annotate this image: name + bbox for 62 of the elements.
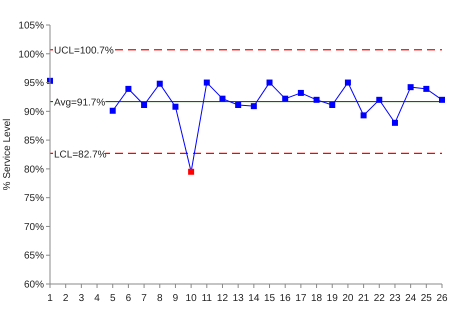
x-tick-label: 11 <box>202 293 212 304</box>
y-tick-label: 105% <box>18 20 44 32</box>
point <box>282 96 288 102</box>
x-tick-label: 24 <box>405 293 417 304</box>
point <box>172 104 178 110</box>
point <box>141 102 148 108</box>
x-tick-label: 21 <box>358 293 370 304</box>
point <box>329 102 336 108</box>
x-tick-label: 20 <box>342 293 354 304</box>
x-tick-label: 7 <box>141 293 148 304</box>
y-tick-label: 70% <box>24 222 44 233</box>
point <box>376 96 382 103</box>
point <box>423 86 430 92</box>
x-tick-label: 17 <box>295 293 307 304</box>
y-axis-title: % Service Level <box>2 118 13 190</box>
point <box>408 84 414 90</box>
x-tick-label: 25 <box>420 293 432 304</box>
point <box>156 80 163 87</box>
point <box>235 102 242 108</box>
x-tick-label: 2 <box>62 293 69 304</box>
x-tick-label: 3 <box>78 293 85 304</box>
ref-line-label: UCL=100.7% <box>54 46 114 57</box>
x-tick-label: 14 <box>248 293 260 304</box>
point <box>110 108 116 114</box>
x-tick-label: 22 <box>374 293 386 304</box>
x-tick-label: 13 <box>232 293 244 304</box>
ref-line-label: Avg=91.7% <box>54 98 106 109</box>
x-tick-label: 18 <box>310 293 323 304</box>
x-tick-label: 12 <box>216 293 228 304</box>
point <box>314 96 320 103</box>
y-tick-label: 85% <box>24 136 44 147</box>
point <box>250 103 257 110</box>
x-tick-label: 4 <box>94 293 100 304</box>
y-tick-label: 95% <box>24 78 44 90</box>
x-tick-label: 8 <box>156 293 163 304</box>
point <box>188 168 194 175</box>
y-tick-label: 75% <box>24 193 44 204</box>
x-tick-label: 23 <box>389 293 401 304</box>
point <box>344 80 351 86</box>
point <box>360 112 367 118</box>
point <box>219 96 226 102</box>
x-tick-label: 10 <box>186 293 198 304</box>
point <box>392 120 398 126</box>
x-tick-label: 19 <box>326 293 338 304</box>
y-tick-label: 90% <box>24 106 44 118</box>
y-tick-label: 65% <box>24 250 44 262</box>
x-tick-label: 26 <box>436 293 448 304</box>
point <box>439 96 445 103</box>
point <box>125 86 132 92</box>
y-tick-label: 100% <box>18 49 44 60</box>
x-tick-label: 15 <box>264 293 276 304</box>
x-tick-label: 6 <box>126 293 132 304</box>
point <box>204 80 210 86</box>
y-tick-label: 60% <box>24 280 44 290</box>
ref-line-label: LCL=82.7% <box>54 149 107 160</box>
x-tick-label: 16 <box>280 293 292 304</box>
x-tick-label: 9 <box>172 293 179 304</box>
x-tick-label: 5 <box>110 293 116 304</box>
x-tick-label: 1 <box>47 293 54 304</box>
point <box>298 90 304 96</box>
y-tick-label: 80% <box>24 164 44 176</box>
point <box>266 80 273 86</box>
